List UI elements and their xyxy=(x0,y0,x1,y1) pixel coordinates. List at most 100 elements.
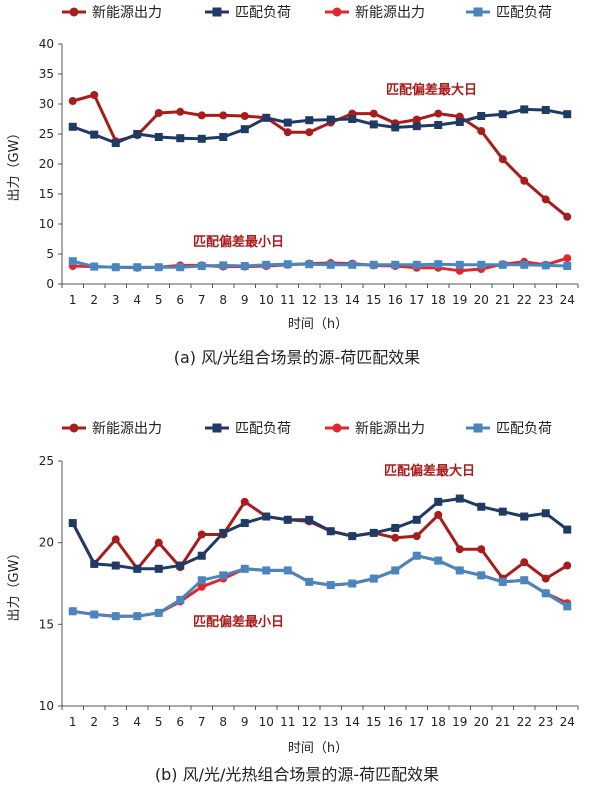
data-point xyxy=(305,577,314,586)
data-point xyxy=(133,263,142,272)
data-point xyxy=(348,532,357,541)
legend-marker xyxy=(473,7,483,17)
series-b xyxy=(68,494,572,621)
data-point xyxy=(176,263,185,272)
legend-label: 匹配负荷 xyxy=(235,421,291,437)
data-point xyxy=(520,260,529,269)
data-point xyxy=(283,118,292,127)
legend-label: 新能源出力 xyxy=(92,5,162,21)
data-point xyxy=(412,122,421,131)
data-point xyxy=(520,512,529,521)
data-point xyxy=(412,515,421,524)
data-point xyxy=(477,571,486,580)
data-point xyxy=(434,260,443,269)
y-axis-label-b: 出力（GW） xyxy=(7,547,22,622)
data-point xyxy=(348,115,357,123)
y-tick-label: 10 xyxy=(39,699,54,713)
annotation-min-day-b: 匹配偏差最小日 xyxy=(193,614,284,630)
data-point xyxy=(90,262,99,271)
x-tick-label: 18 xyxy=(431,715,446,729)
data-point xyxy=(111,139,120,147)
x-tick-label: 3 xyxy=(112,715,120,729)
legend-label: 匹配负荷 xyxy=(496,5,552,21)
data-point xyxy=(176,561,185,570)
x-tick-label: 9 xyxy=(241,715,249,729)
x-tick-label: 23 xyxy=(538,715,553,729)
data-point xyxy=(305,260,314,269)
y-tick-label: 20 xyxy=(39,536,54,550)
x-tick-label: 14 xyxy=(345,293,360,307)
data-point xyxy=(369,574,378,583)
data-point xyxy=(283,260,292,269)
data-point xyxy=(348,260,357,269)
data-point xyxy=(262,260,271,269)
data-point xyxy=(305,116,314,125)
data-point xyxy=(434,556,443,565)
data-point xyxy=(262,113,271,122)
data-point xyxy=(520,105,529,114)
data-point xyxy=(541,106,550,114)
data-point xyxy=(240,564,249,573)
data-point xyxy=(369,109,378,118)
data-point xyxy=(176,595,185,604)
data-point xyxy=(498,577,507,586)
x-tick-label: 16 xyxy=(388,293,403,307)
legend-label: 匹配负荷 xyxy=(235,5,291,21)
data-point xyxy=(262,512,271,521)
y-tick-label: 5 xyxy=(46,247,54,261)
data-point xyxy=(197,530,206,539)
data-point xyxy=(455,260,464,269)
data-point xyxy=(541,195,550,204)
y-tick-label: 35 xyxy=(39,67,54,81)
x-tick-label: 17 xyxy=(409,293,424,307)
data-point xyxy=(563,254,572,263)
x-tick-label: 24 xyxy=(560,715,575,729)
x-tick-label: 17 xyxy=(409,715,424,729)
data-point xyxy=(369,528,378,537)
data-point xyxy=(326,115,335,124)
data-point xyxy=(412,551,421,560)
data-point xyxy=(477,127,486,135)
data-point xyxy=(176,107,185,116)
x-tick-label: 22 xyxy=(517,293,532,307)
data-point xyxy=(455,545,464,554)
annotation-min-day-a: 匹配偏差最小日 xyxy=(193,234,284,250)
x-tick-label: 4 xyxy=(133,293,141,307)
data-point xyxy=(434,497,443,506)
x-tick-label: 6 xyxy=(176,715,184,729)
data-point xyxy=(219,261,228,270)
data-point xyxy=(154,263,163,272)
x-tick-label: 14 xyxy=(345,715,360,729)
x-tick-label: 12 xyxy=(302,293,317,307)
x-tick-label: 11 xyxy=(280,293,295,307)
legend-label: 新能源出力 xyxy=(92,421,162,437)
x-tick-label: 18 xyxy=(431,293,446,307)
x-tick-label: 15 xyxy=(366,293,381,307)
x-tick-label: 3 xyxy=(112,293,120,307)
data-point xyxy=(240,519,249,528)
chart-title-b: (b) 风/光/光热组合场景的源-荷匹配效果 xyxy=(155,765,439,784)
x-tick-label: 5 xyxy=(155,293,163,307)
legend-marker xyxy=(332,7,342,17)
data-point xyxy=(412,260,421,269)
data-point xyxy=(563,602,572,611)
legend-marker xyxy=(69,7,79,17)
data-point xyxy=(369,260,378,269)
data-point xyxy=(326,527,335,536)
data-point xyxy=(68,519,77,528)
data-point xyxy=(240,125,249,134)
data-point xyxy=(563,561,572,570)
data-point xyxy=(477,260,486,269)
data-point xyxy=(154,608,163,617)
legend-label: 新能源出力 xyxy=(355,5,425,21)
data-point xyxy=(541,509,550,518)
x-axis-label-a: 时间（h） xyxy=(288,317,348,332)
x-tick-label: 15 xyxy=(366,715,381,729)
data-point xyxy=(219,111,228,120)
x-tick-label: 2 xyxy=(90,293,98,307)
x-tick-label: 16 xyxy=(388,715,403,729)
x-tick-label: 8 xyxy=(219,715,227,729)
x-tick-label: 24 xyxy=(560,293,575,307)
data-point xyxy=(240,497,249,506)
data-point xyxy=(283,128,292,137)
